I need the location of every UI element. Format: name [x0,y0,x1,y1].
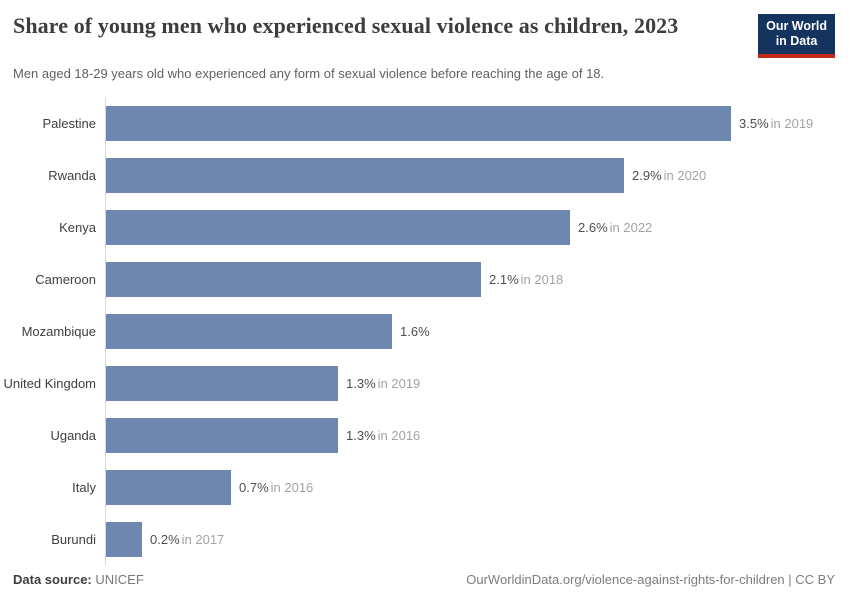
bar-row: Uganda 1.3% in 2016 [0,409,850,462]
bar-area: 1.6% [105,305,850,358]
country-label: Rwanda [48,167,96,183]
footer: Data source: UNICEF OurWorldinData.org/v… [13,572,835,587]
value-label: 3.5% in 2019 [739,116,813,131]
country-label: Italy [72,479,96,495]
bar[interactable] [106,365,338,401]
owid-logo[interactable]: Our World in Data [758,14,835,58]
value-percent: 2.6% [578,219,608,235]
value-label: 2.6% in 2022 [578,220,652,235]
value-percent: 1.3% [346,427,376,443]
value-label: 0.2% in 2017 [150,532,224,547]
page-title: Share of young men who experienced sexua… [13,13,679,38]
value-label: 1.3% in 2019 [346,376,420,391]
bar-area: 1.3% in 2019 [105,357,850,410]
country-label: Burundi [51,531,96,547]
bar-row: Mozambique 1.6% [0,305,850,358]
value-label: 1.6% [400,324,430,339]
citation-text: OurWorldinData.org/violence-against-righ… [466,572,835,587]
value-percent: 3.5% [739,115,769,131]
bar-row: Burundi 0.2% in 2017 [0,513,850,566]
country-label: Palestine [42,115,96,131]
value-year: in 2016 [270,479,314,495]
bar-row: Kenya 2.6% in 2022 [0,201,850,254]
bar-row: Palestine 3.5% in 2019 [0,97,850,150]
bar[interactable] [106,469,231,505]
data-source: Data source: UNICEF [13,572,144,587]
value-percent: 1.3% [346,375,376,391]
value-year: in 2019 [377,375,421,391]
value-year: in 2020 [663,167,707,183]
value-year: in 2018 [520,271,564,287]
value-year: in 2017 [181,531,225,547]
bar[interactable] [106,105,731,141]
bar-area: 0.7% in 2016 [105,461,850,514]
data-source-label: Data source: [13,572,92,587]
value-percent: 2.9% [632,167,662,183]
value-label: 2.9% in 2020 [632,168,706,183]
country-label: United Kingdom [3,375,97,391]
bar-row: Rwanda 2.9% in 2020 [0,149,850,202]
value-label: 2.1% in 2018 [489,272,563,287]
bar[interactable] [106,521,142,557]
bar-row: Italy 0.7% in 2016 [0,461,850,514]
bar[interactable] [106,157,624,193]
logo-line-2: in Data [775,34,818,49]
bar-area: 2.9% in 2020 [105,149,850,202]
bar-area: 1.3% in 2016 [105,409,850,462]
bar[interactable] [106,417,338,453]
bar-area: 2.1% in 2018 [105,253,850,306]
header: Share of young men who experienced sexua… [0,0,850,58]
bar[interactable] [106,209,570,245]
value-label: 1.3% in 2016 [346,428,420,443]
logo-line-1: Our World [766,19,827,33]
country-label: Mozambique [21,323,96,339]
bar-chart: Palestine 3.5% in 2019 Rwanda 2.9% in 2020 Ken… [0,97,850,566]
bar[interactable] [106,261,481,297]
bar-area: 2.6% in 2022 [105,201,850,254]
value-percent: 0.2% [150,531,180,547]
value-percent: 2.1% [489,271,519,287]
value-year: in 2019 [770,115,814,131]
data-source-value: UNICEF [95,572,144,587]
country-label: Kenya [59,219,96,235]
value-label: 0.7% in 2016 [239,480,313,495]
chart-subtitle: Men aged 18-29 years old who experienced… [13,65,605,81]
bar-row: Cameroon 2.1% in 2018 [0,253,850,306]
value-year: in 2016 [377,427,421,443]
bar-area: 3.5% in 2019 [105,97,850,150]
value-year: in 2022 [609,219,653,235]
bar-row: United Kingdom 1.3% in 2019 [0,357,850,410]
country-label: Uganda [50,427,96,443]
country-label: Cameroon [35,271,96,287]
bar-area: 0.2% in 2017 [105,513,850,566]
value-percent: 0.7% [239,479,269,495]
bar[interactable] [106,313,392,349]
value-percent: 1.6% [400,323,430,339]
